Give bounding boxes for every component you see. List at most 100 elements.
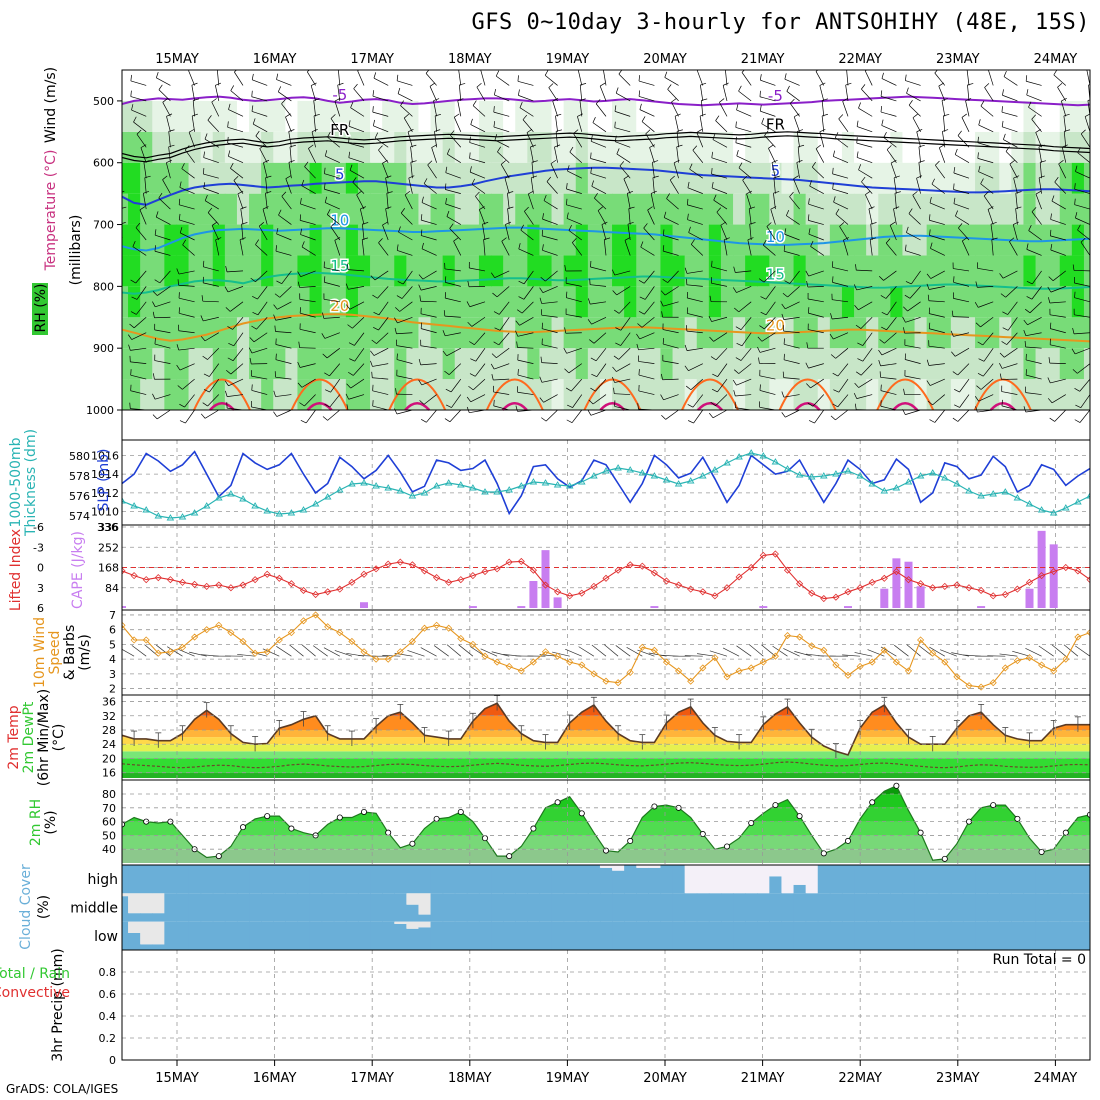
cloud-cell [563,865,577,894]
wind-barb-flag [1005,146,1010,152]
rh-cell [624,193,637,225]
cloud-cell [285,921,299,950]
wind-barb-flag [446,148,450,155]
wind-barb-flag [1072,264,1075,271]
rh-cell [841,131,855,163]
cloud-cell [152,913,165,922]
wind-barb [929,235,945,241]
rh-marker [627,837,634,844]
cloud-cell [926,921,940,950]
cloud-cell [854,893,867,922]
wind-barb [239,239,244,256]
thickness-marker [529,478,538,485]
wind-speed-marker [1074,633,1082,641]
wind-barb [696,132,704,148]
wind-barb [178,270,195,275]
wind-barb [479,209,486,225]
wind-barb [885,242,897,256]
wind-barb [348,125,365,133]
surface-wind-barb [1012,650,1030,657]
wind-barb-flag [612,290,617,296]
rh-cell [1059,317,1073,349]
wind-barb-flag [469,341,475,345]
wind-barb [835,137,849,148]
cloud-cell [975,865,988,894]
cloud-cell [309,865,323,894]
rh-cell [224,162,238,194]
wind-barb [938,85,946,102]
rh-cell [122,379,129,410]
rh-cell [309,255,323,287]
wind-barb [505,224,510,241]
wind-barb-flag [854,403,857,410]
rh-cell [128,193,141,225]
thickness-marker [614,464,622,471]
wind-speed-marker [457,634,465,643]
wind-barb-flag [371,371,373,378]
wind-barb [579,100,583,117]
wind-barb [445,172,461,179]
cloud-cell [817,865,831,894]
cloud-cell [297,865,311,894]
wind-barb [595,103,607,117]
rh-marker [651,803,658,810]
wind-barb-flag [226,369,232,375]
wind-barb-flag [786,209,790,216]
wind-barb-flag [647,206,653,211]
rh-cell [430,255,444,287]
thickness-marker [227,490,235,497]
day-label-bottom: 20MAY [643,1071,687,1086]
wind-barb [445,282,461,287]
panel-ylabel: (millibars) [68,215,84,286]
wind-barb-flag [808,214,810,221]
rh-cell [430,193,444,225]
wind-barb [420,286,437,291]
panel-ylabel: 2m DewPt [21,701,37,773]
lifted-index-marker [408,561,416,569]
wind-barb-flag [738,85,742,92]
wind-barb-flag [234,70,238,73]
wind-barb-flag [201,295,204,302]
wind-barb [1049,362,1066,364]
wind-barb-flag [288,160,295,163]
rh-cell [878,162,891,194]
wind-barb-flag [1047,286,1052,293]
wind-barb [881,78,897,86]
wind-barb-flag [590,167,592,174]
cloud-cell [720,893,734,922]
cape-bar [904,561,913,608]
wind-barb-flag [346,404,349,411]
rh-cell [515,224,528,256]
rh-cell [914,348,928,380]
wind-barb [457,100,462,117]
wind-barb [1050,378,1066,384]
wind-barb-flag [577,113,583,117]
wind-barb [493,378,510,381]
rh-cell [357,193,371,225]
wind-barb [399,301,413,312]
rh-cell [1047,100,1061,132]
rh-cell [478,255,492,287]
wind-barb-flag [330,114,336,119]
cloud-cell [575,893,589,922]
lifted-index-marker [505,558,513,566]
rh-cell [612,348,625,380]
wind-barb-flag [918,144,925,148]
wind-barb-flag [861,176,866,183]
wind-barb [493,391,510,395]
wind-barb [168,146,171,163]
wind-barb-flag [926,380,931,386]
rh-cell [648,224,662,256]
wind-barb-flag [345,304,351,310]
wind-speed-marker [808,642,816,650]
wind-barb-flag [567,165,570,172]
wind-barb [983,347,994,362]
cloud-clear-cell [394,921,407,924]
wind-barb [842,101,849,117]
temp-tick: 20 [102,752,116,765]
rh-cell [345,379,359,410]
wind-barb-flag [345,283,349,290]
wind-barb-flag [1074,183,1076,190]
rh-cell [829,348,843,380]
rh-cell [975,348,988,380]
